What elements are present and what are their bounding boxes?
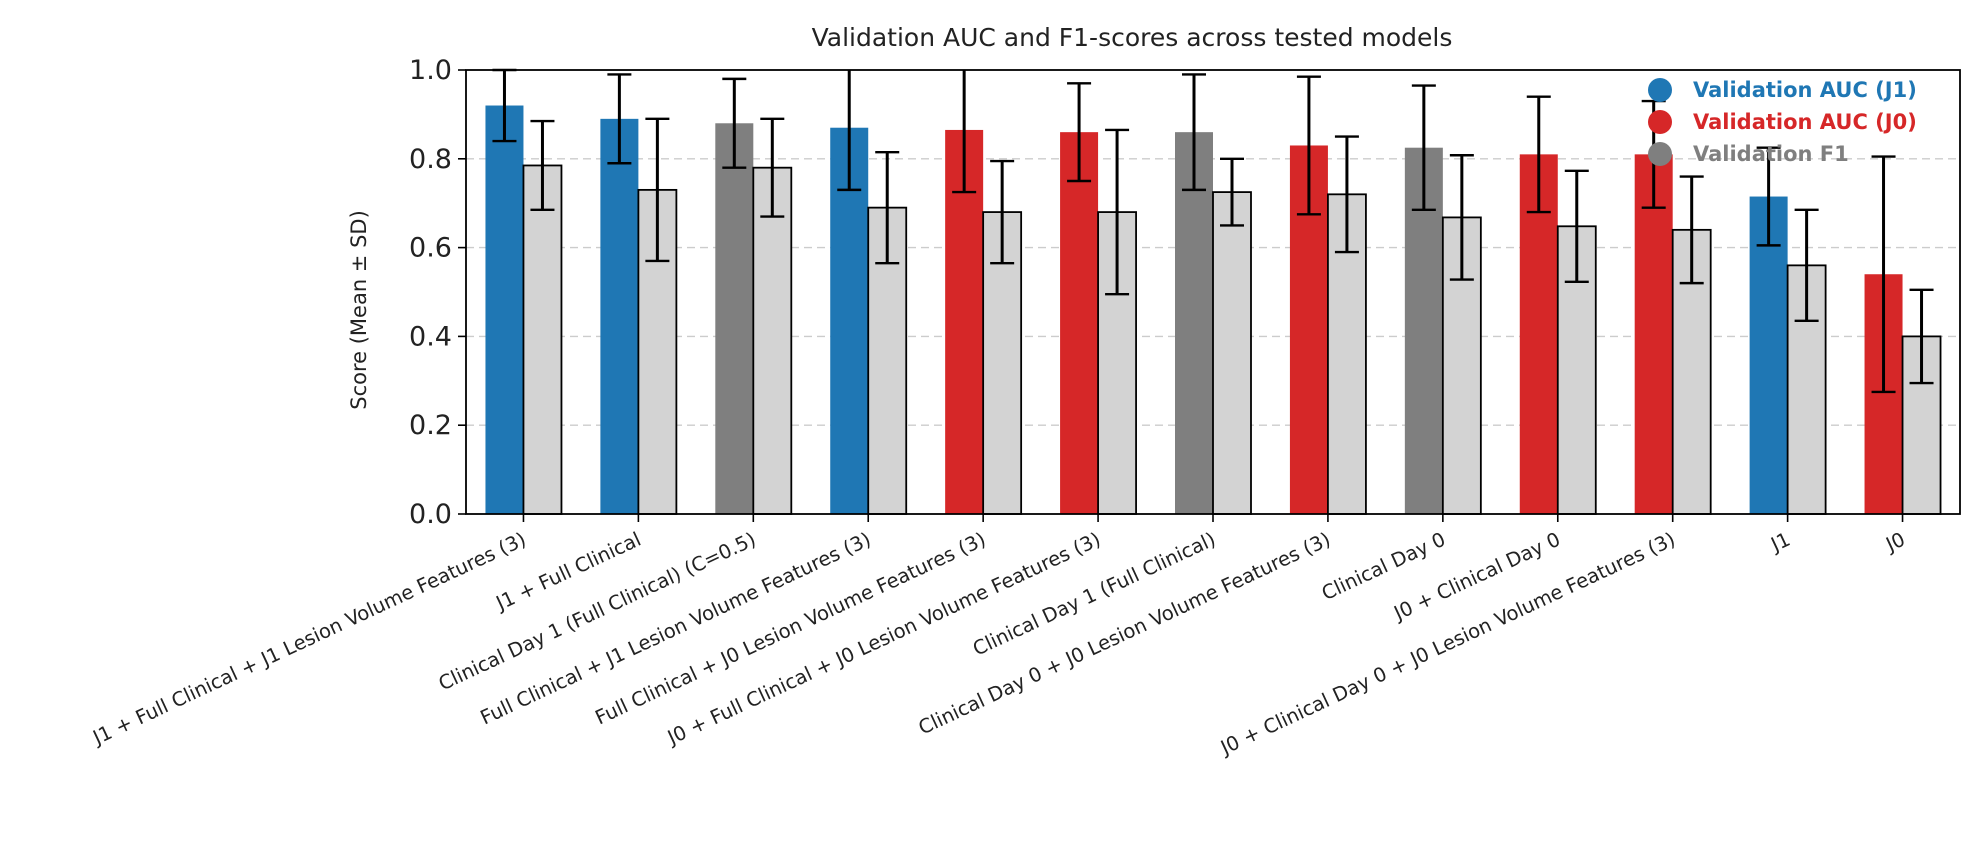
legend-marker [1648,142,1672,166]
bar-auc [1175,132,1213,514]
bar-auc [1060,132,1099,514]
bar-f1 [1212,191,1252,515]
legend-marker [1648,78,1672,102]
x-axis: J1 + Full Clinical + J1 Lesion Volume Fe… [88,514,1909,760]
y-tick-label: 0.4 [409,321,452,352]
bar-f1 [1671,228,1712,515]
y-axis-label: Score (Mean ± SD) [347,210,371,410]
bar-auc [485,105,524,515]
bar-f1 [522,164,563,515]
bars [485,105,1942,515]
x-tick-label: J1 [1766,528,1794,557]
legend-label: Validation F1 [1693,142,1849,166]
bar-auc [1634,154,1673,515]
bar-auc [1519,154,1558,515]
y-tick-label: 0.0 [409,499,452,530]
y-tick-label: 0.2 [409,410,452,441]
bar-f1 [752,166,793,515]
y-tick-label: 0.8 [409,144,452,175]
bar-auc [830,127,869,514]
x-tick-label: Clinical Day 0 + J0 Lesion Volume Featur… [915,528,1334,740]
chart-title: Validation AUC and F1-scores across test… [812,23,1453,52]
legend: Validation AUC (J1) Validation AUC (J0) Va… [1648,78,1917,166]
bar-auc [1749,196,1788,515]
x-tick-label: J1 + Full Clinical + J1 Lesion Volume Fe… [88,528,530,750]
y-axis: 0.0 0.2 0.4 0.6 0.8 1.0 [409,55,466,530]
legend-marker [1648,110,1672,134]
legend-label: Validation AUC (J0) [1693,110,1917,134]
y-tick-label: 1.0 [409,55,452,86]
y-tick-label: 0.6 [409,233,452,264]
legend-label: Validation AUC (J1) [1693,78,1917,102]
x-tick-label: J0 [1881,528,1909,557]
bar-auc [715,123,754,514]
bar-auc [945,129,984,514]
bar-auc [600,118,639,514]
